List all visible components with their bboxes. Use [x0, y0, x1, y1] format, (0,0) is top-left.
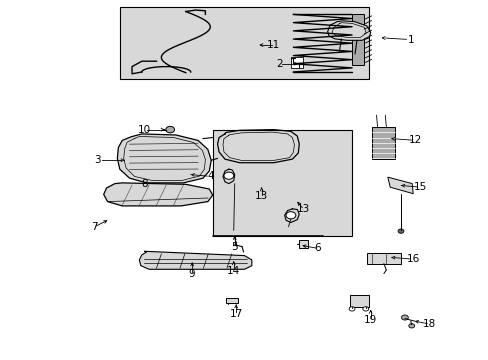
- Bar: [212, 130, 351, 236]
- Text: 18: 18: [422, 319, 435, 329]
- Bar: [290, 57, 303, 68]
- Text: 13: 13: [254, 191, 268, 201]
- Circle shape: [362, 307, 368, 311]
- Circle shape: [348, 307, 354, 311]
- Bar: [366, 253, 400, 264]
- Text: 2: 2: [276, 59, 283, 69]
- Bar: [351, 14, 364, 65]
- Polygon shape: [117, 134, 211, 183]
- Polygon shape: [103, 183, 212, 206]
- Polygon shape: [327, 21, 370, 40]
- Text: 11: 11: [266, 40, 280, 50]
- Bar: [349, 295, 368, 307]
- Bar: [371, 127, 394, 159]
- Text: 7: 7: [91, 222, 98, 232]
- Bar: [225, 298, 237, 303]
- Polygon shape: [139, 251, 251, 269]
- Text: 14: 14: [226, 266, 240, 276]
- Bar: [120, 7, 368, 79]
- Text: 19: 19: [363, 315, 377, 325]
- Circle shape: [165, 126, 174, 133]
- Text: 8: 8: [141, 179, 147, 189]
- Text: 10: 10: [138, 125, 150, 135]
- Text: 12: 12: [408, 135, 422, 145]
- Text: 9: 9: [188, 269, 195, 279]
- Text: 15: 15: [413, 182, 427, 192]
- Bar: [299, 240, 307, 248]
- Circle shape: [397, 229, 403, 233]
- Circle shape: [224, 172, 233, 179]
- Text: 1: 1: [407, 35, 413, 45]
- Text: 6: 6: [314, 243, 321, 253]
- Text: 13: 13: [296, 204, 309, 214]
- Text: 5: 5: [231, 242, 238, 252]
- Text: 17: 17: [229, 309, 243, 319]
- Circle shape: [401, 315, 407, 320]
- Text: 16: 16: [406, 254, 419, 264]
- Circle shape: [408, 324, 414, 328]
- Text: 4: 4: [206, 171, 213, 181]
- Text: 3: 3: [94, 155, 101, 165]
- Polygon shape: [387, 177, 412, 194]
- Circle shape: [285, 212, 295, 219]
